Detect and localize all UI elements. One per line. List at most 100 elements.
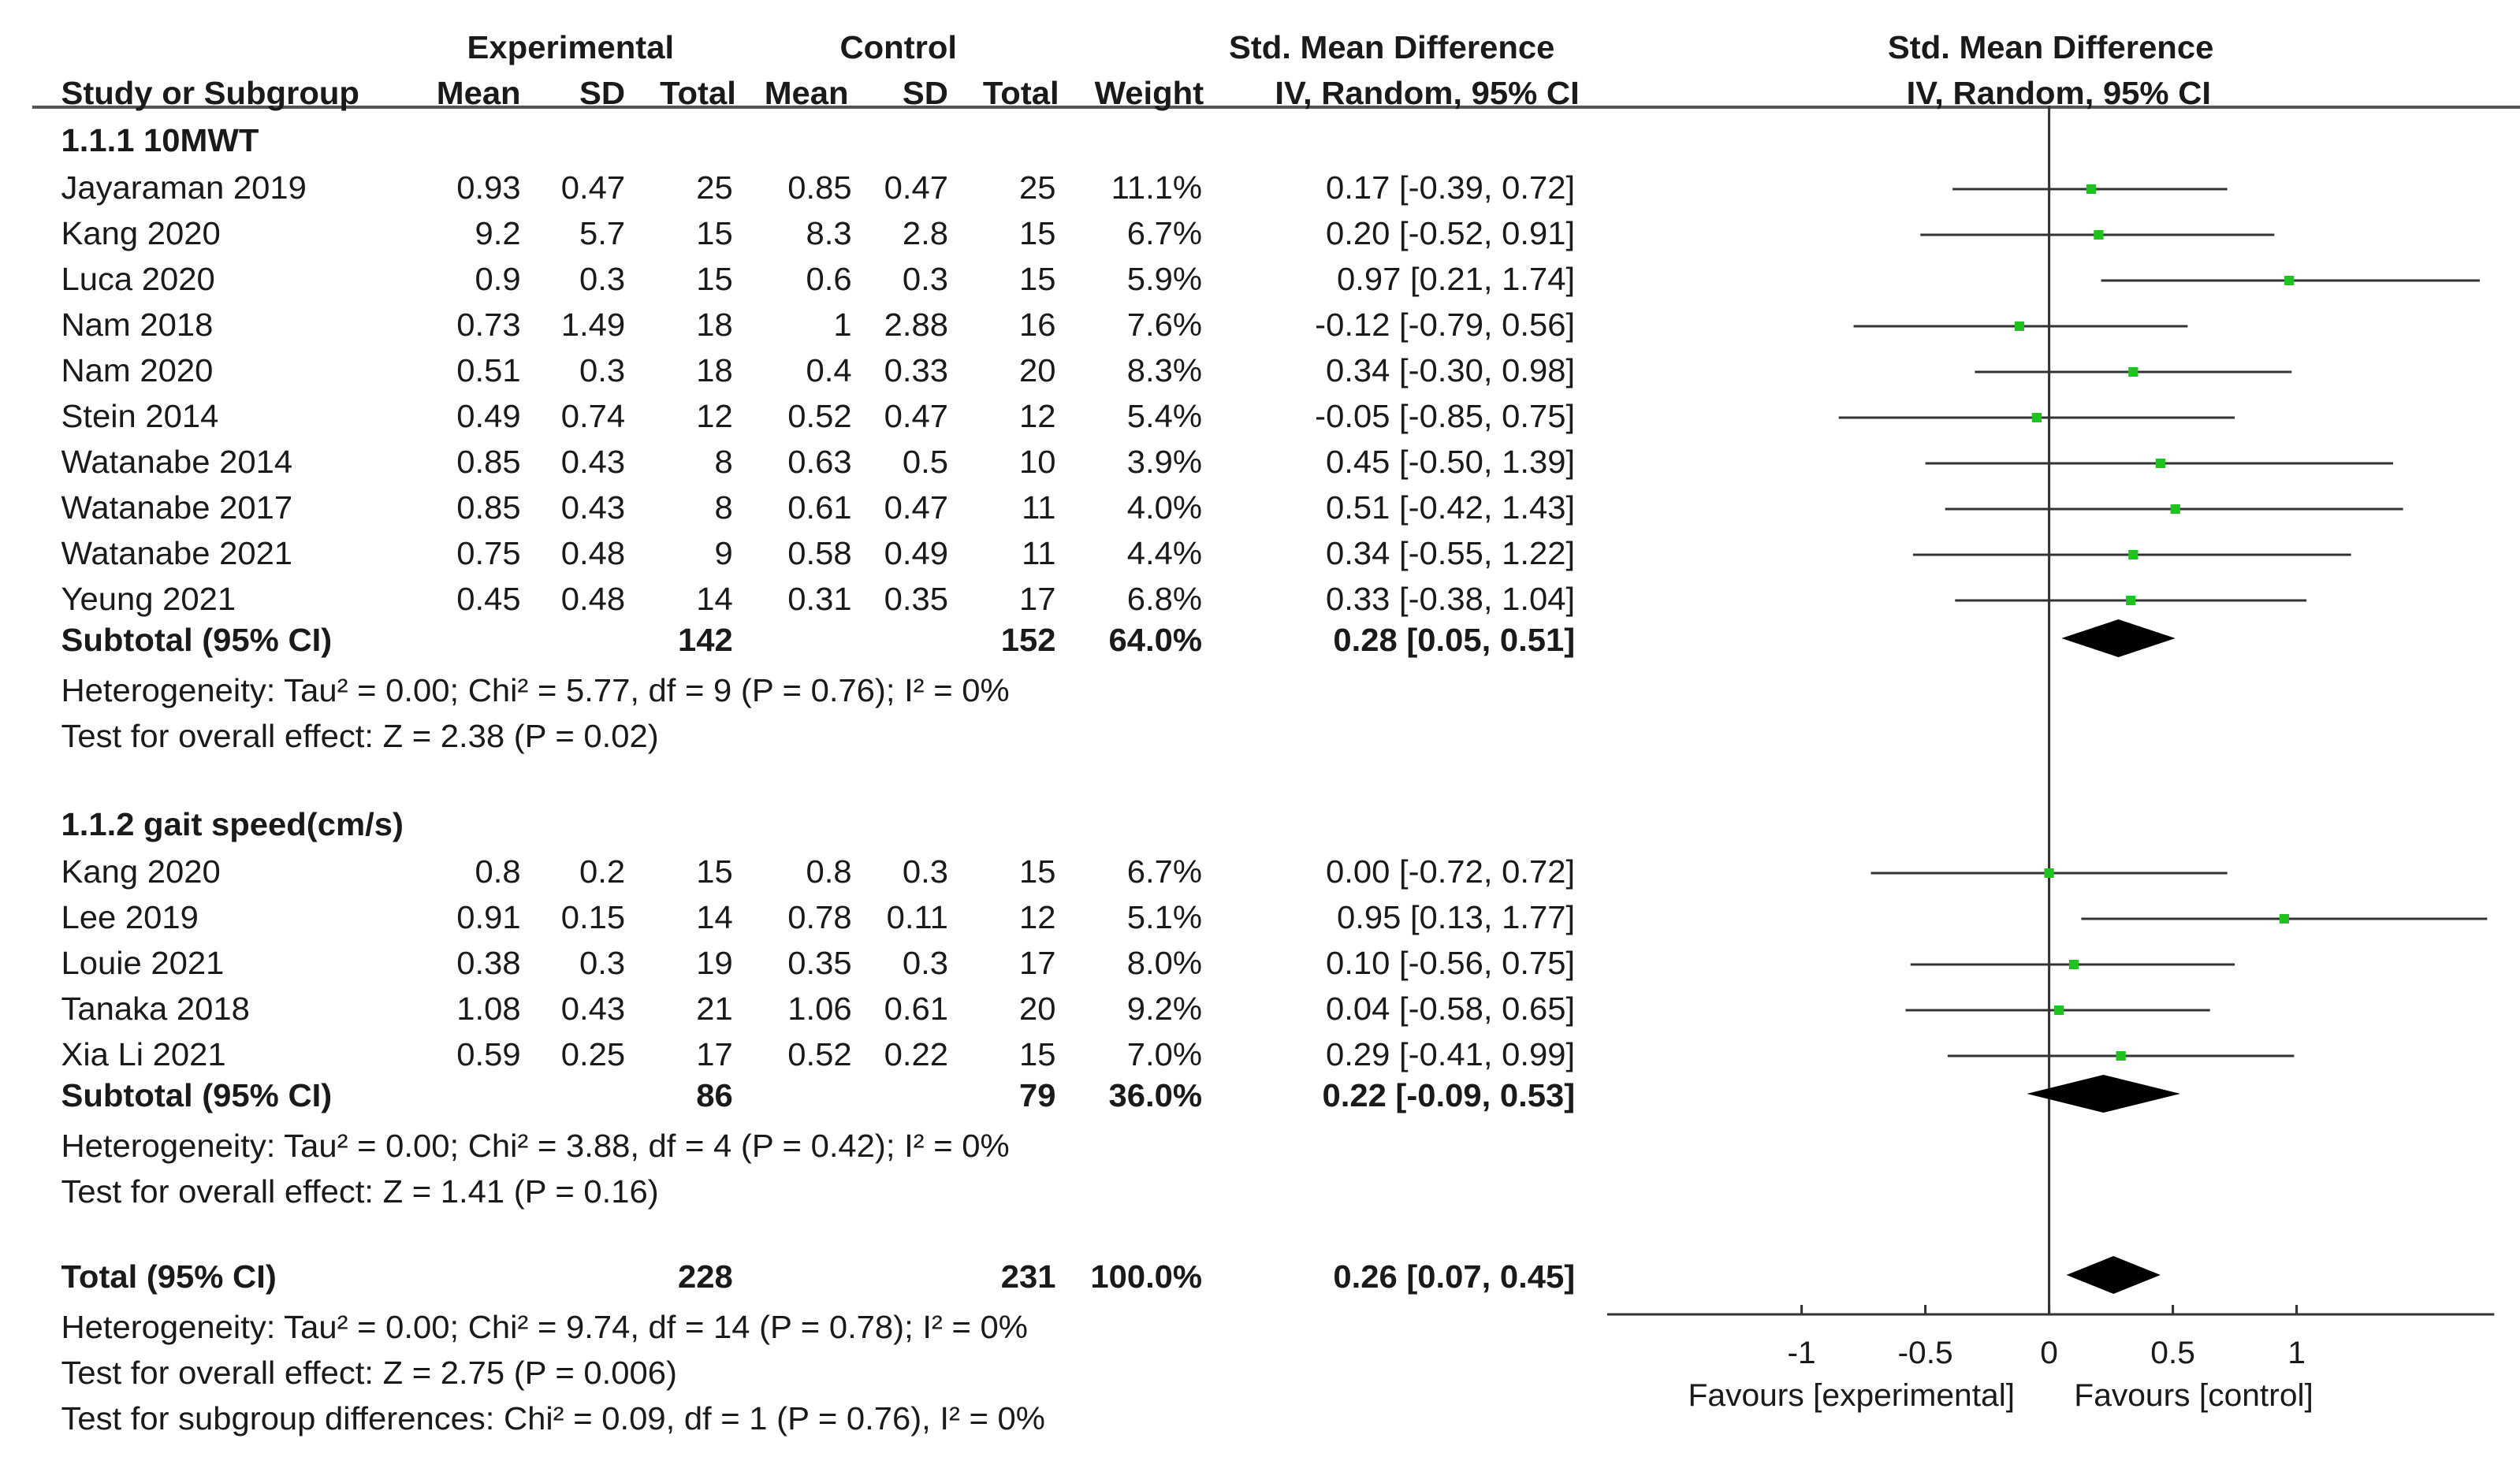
exp-mean: 0.8 <box>475 854 521 890</box>
study-smd-ci: 0.29 [-0.41, 0.99] <box>1326 1037 1576 1073</box>
ctl-sd: 0.22 <box>884 1037 948 1073</box>
study-weight: 4.4% <box>1126 536 1203 572</box>
exp-total: 18 <box>696 307 733 344</box>
total-ci: 0.26 [0.07, 0.45] <box>1333 1259 1576 1295</box>
exp-mean: 0.91 <box>456 900 521 936</box>
exp-total: 12 <box>696 399 733 435</box>
exp-sd: 0.48 <box>560 582 626 618</box>
header-weight: Weight <box>1094 76 1204 112</box>
exp-sd: 1.49 <box>560 307 626 344</box>
study-smd-ci: 0.97 [0.21, 1.74] <box>1336 262 1576 298</box>
exp-sd: 0.48 <box>560 536 626 572</box>
study-weight: 11.1% <box>1111 170 1203 206</box>
study-smd-ci: 0.34 [-0.55, 1.22] <box>1326 536 1576 572</box>
study-smd-ci: 0.95 [0.13, 1.77] <box>1336 900 1576 936</box>
header-rule <box>32 106 2520 109</box>
overall-effect-text: Test for overall effect: Z = 2.38 (P = 0… <box>61 719 659 755</box>
x-tick-label: 0.5 <box>2150 1334 2195 1370</box>
study-weight: 5.9% <box>1126 262 1203 298</box>
study-weight: 9.2% <box>1126 991 1203 1028</box>
ctl-mean: 0.52 <box>787 399 852 435</box>
ctl-sd: 0.47 <box>884 170 948 206</box>
point-marker <box>2284 276 2295 285</box>
study-name: Lee 2019 <box>61 900 199 936</box>
exp-total: 9 <box>714 536 733 572</box>
subtotal-exp-total: 86 <box>696 1078 733 1114</box>
ctl-mean: 0.8 <box>806 854 852 890</box>
ctl-mean: 0.61 <box>787 490 852 526</box>
header-control: Control <box>839 30 958 66</box>
total-exp: 228 <box>677 1259 733 1295</box>
study-name: Jayaraman 2019 <box>61 170 307 206</box>
exp-total: 15 <box>696 262 733 298</box>
ctl-sd: 0.49 <box>884 536 948 572</box>
subtotal-ctl-total: 152 <box>1000 623 1056 659</box>
point-marker <box>2068 960 2079 969</box>
exp-mean: 0.45 <box>456 582 521 618</box>
study-weight: 6.7% <box>1126 854 1203 890</box>
subtotal-label: Subtotal (95% CI) <box>61 1078 333 1114</box>
study-name: Luca 2020 <box>61 262 215 298</box>
study-weight: 6.7% <box>1126 216 1203 252</box>
study-name: Yeung 2021 <box>61 582 236 618</box>
exp-sd: 0.3 <box>579 946 626 982</box>
point-marker <box>2031 413 2042 422</box>
ctl-mean: 0.85 <box>787 170 852 206</box>
study-smd-ci: 0.34 [-0.30, 0.98] <box>1326 353 1576 389</box>
x-tick-label: -0.5 <box>1897 1334 1952 1370</box>
exp-mean: 0.85 <box>456 490 521 526</box>
ctl-total: 11 <box>1022 490 1056 526</box>
point-marker <box>2094 230 2104 240</box>
exp-total: 25 <box>696 170 733 206</box>
total-heterogeneity: Heterogeneity: Tau² = 0.00; Chi² = 9.74,… <box>61 1310 1028 1346</box>
exp-sd: 0.3 <box>579 353 626 389</box>
exp-sd: 0.43 <box>560 444 626 481</box>
point-marker <box>2279 914 2290 924</box>
header-study: Study or Subgroup <box>61 76 359 112</box>
ctl-mean: 1.06 <box>787 991 852 1028</box>
group-title: 1.1.1 10MWT <box>61 123 259 159</box>
x-tick-label: -1 <box>1787 1334 1815 1370</box>
study-name: Tanaka 2018 <box>61 991 250 1028</box>
ctl-sd: 0.3 <box>902 854 948 890</box>
header-total-ctl: Total <box>982 76 1059 112</box>
study-name: Xia Li 2021 <box>61 1037 226 1073</box>
study-weight: 5.4% <box>1126 399 1203 435</box>
study-smd-ci: 0.51 [-0.42, 1.43] <box>1326 490 1576 526</box>
ctl-total: 17 <box>1019 582 1056 618</box>
point-marker <box>2128 367 2138 377</box>
total-overall-effect: Test for overall effect: Z = 2.75 (P = 0… <box>61 1355 677 1392</box>
ctl-total: 17 <box>1019 946 1056 982</box>
header-experimental: Experimental <box>467 30 675 66</box>
study-name: Watanabe 2017 <box>61 490 293 526</box>
exp-total: 8 <box>714 444 733 481</box>
ctl-mean: 0.6 <box>806 262 852 298</box>
heterogeneity-text: Heterogeneity: Tau² = 0.00; Chi² = 3.88,… <box>61 1128 1010 1165</box>
subtotal-ci: 0.28 [0.05, 0.51] <box>1333 623 1576 659</box>
study-weight: 4.0% <box>1126 490 1203 526</box>
favours-control-label: Favours [control] <box>2074 1377 2313 1413</box>
exp-mean: 1.08 <box>456 991 521 1028</box>
study-name: Nam 2018 <box>61 307 214 344</box>
exp-total: 14 <box>696 582 733 618</box>
ctl-total: 15 <box>1019 854 1056 890</box>
ctl-total: 15 <box>1019 1037 1056 1073</box>
point-marker <box>2054 1005 2064 1015</box>
subgroup-differences: Test for subgroup differences: Chi² = 0.… <box>61 1401 1045 1437</box>
exp-sd: 5.7 <box>579 216 626 252</box>
ctl-mean: 0.4 <box>806 353 852 389</box>
subtotal-exp-total: 142 <box>677 623 733 659</box>
subtotal-label: Subtotal (95% CI) <box>61 623 333 659</box>
study-name: Watanabe 2014 <box>61 444 293 481</box>
total-label: Total (95% CI) <box>61 1259 277 1295</box>
ctl-sd: 0.33 <box>884 353 948 389</box>
exp-sd: 0.15 <box>560 900 626 936</box>
exp-total: 15 <box>696 854 733 890</box>
study-name: Watanabe 2021 <box>61 536 293 572</box>
exp-total: 17 <box>696 1037 733 1073</box>
study-weight: 7.6% <box>1126 307 1203 344</box>
exp-mean: 9.2 <box>475 216 521 252</box>
study-name: Louie 2021 <box>61 946 225 982</box>
